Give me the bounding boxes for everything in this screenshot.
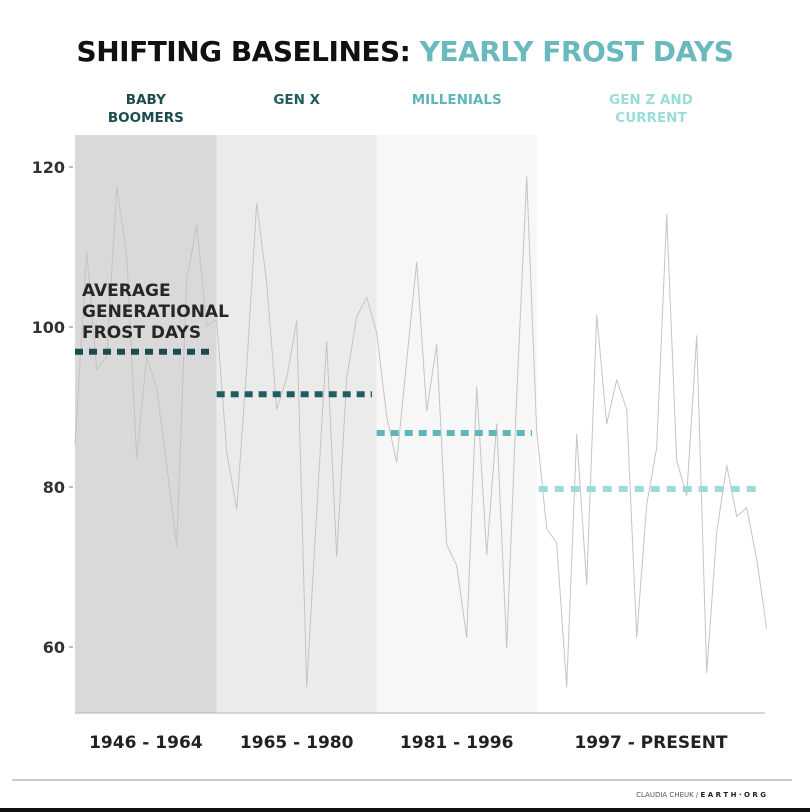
annotation-average: AVERAGE GENERATIONAL FROST DAYS (82, 281, 235, 343)
generation-bands (75, 135, 765, 713)
credit-author: CLAUDIA CHEUK / (636, 791, 699, 799)
generation-label-3: CURRENT (615, 110, 687, 126)
y-tick-label: 120 (32, 158, 65, 177)
bottom-bar (0, 808, 810, 812)
period-label-2: 1981 - 1996 (400, 733, 514, 753)
generation-label-1: GEN X (273, 92, 320, 108)
band-0 (75, 135, 217, 713)
credit-brand: E A R T H · O R G (701, 791, 767, 799)
average-lines (75, 348, 762, 492)
period-label-3: 1997 - PRESENT (574, 733, 727, 753)
series-line-frost-days (74, 176, 768, 688)
generation-label-2: MILLENIALS (412, 92, 502, 108)
generation-label-3: GEN Z AND (609, 92, 693, 108)
generation-label-0: BOOMERS (108, 110, 184, 126)
annotation-line-3: FROST DAYS (82, 323, 201, 343)
annotation-line-1: AVERAGE (82, 281, 171, 301)
title-main: SHIFTING BASELINES: (77, 35, 411, 68)
title-accent: YEARLY FROST DAYS (419, 35, 734, 68)
y-tick-label: 80 (43, 478, 65, 497)
y-axis: 60 80 100 120 (32, 158, 73, 657)
generation-labels: BABY BOOMERS GEN X MILLENIALS GEN Z AND CURRE… (108, 92, 693, 126)
period-label-1: 1965 - 1980 (240, 733, 354, 753)
annotation-line-2: GENERATIONAL (82, 302, 229, 322)
credit: CLAUDIA CHEUK / E A R T H · O R G (636, 791, 766, 799)
y-tick-label: 100 (32, 318, 65, 337)
generation-label-0: BABY (126, 92, 166, 108)
band-2 (376, 135, 537, 713)
y-tick-label: 60 (43, 638, 65, 657)
period-labels: 1946 - 1964 1965 - 1980 1981 - 1996 1997 - … (89, 733, 728, 753)
band-1 (216, 135, 377, 713)
period-label-0: 1946 - 1964 (89, 733, 203, 753)
chart-title: SHIFTING BASELINES: YEARLY FROST DAYS (77, 35, 734, 68)
band-3 (536, 135, 765, 713)
